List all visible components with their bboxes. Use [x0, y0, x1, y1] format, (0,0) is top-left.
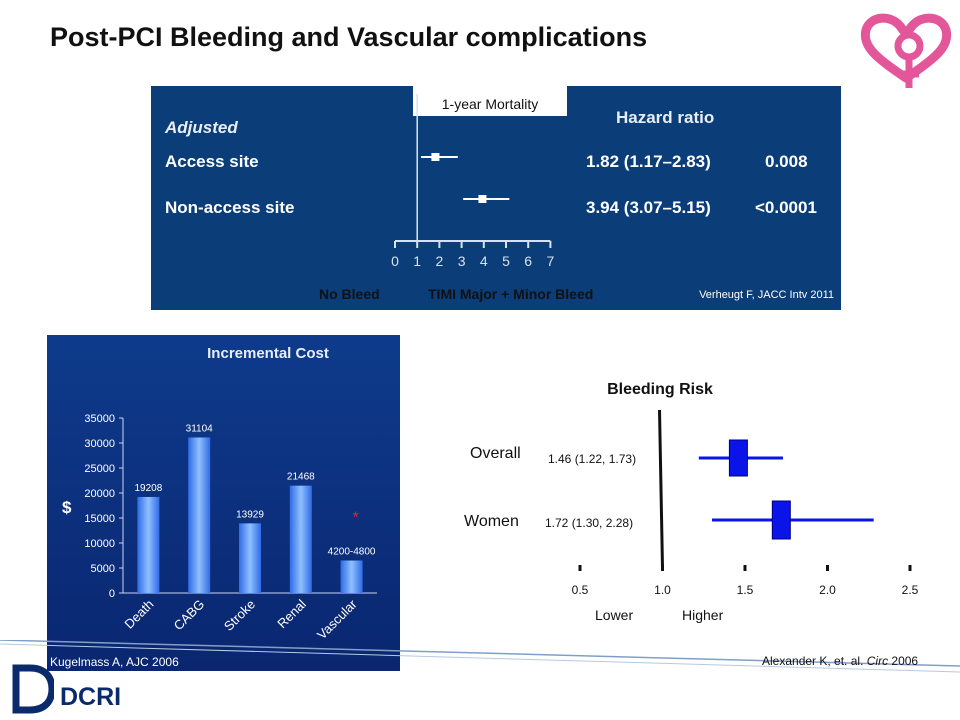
dcri-logo-text: DCRI: [60, 683, 122, 711]
forest2-point-estimate: [728, 439, 748, 477]
forest1-tick-label: 7: [547, 253, 555, 269]
mortality-forest-plot: 1-year Mortality Adjusted Hazard ratio A…: [151, 86, 841, 310]
row-label-access: Access site: [165, 152, 259, 171]
mortality-source: Verheugt F, JACC Intv 2011: [699, 289, 834, 301]
cost-source: Kugelmass A, AJC 2006: [50, 655, 179, 669]
source-journal: Circ: [866, 654, 889, 668]
p-value-nonaccess: <0.0001: [755, 198, 817, 217]
forest2-tick-mark: [743, 565, 747, 571]
forest2-tick-mark: [578, 565, 582, 571]
forest1-tick-label: 1: [413, 253, 421, 269]
bleeding-risk-panel: Bleeding Risk Overall Women 1.46 (1.22, …: [440, 368, 950, 638]
forest2-point-estimate: [771, 500, 791, 540]
overall-label: Overall: [470, 445, 521, 462]
women-ci-text: 1.72 (1.30, 2.28): [545, 516, 633, 530]
mortality-annotation: 1-year Mortality: [442, 96, 538, 112]
adjusted-header: Adjusted: [164, 118, 238, 137]
cost-bar: [289, 485, 312, 593]
cost-bar: [340, 560, 363, 593]
forest1-point-estimate: [431, 153, 440, 161]
forest2-tick-label: 2.5: [902, 583, 919, 597]
forest2-tick-label: 0.5: [572, 583, 589, 597]
incremental-cost-chart: Incremental Cost $ 0 5000 10000 15000 20000 2…: [47, 335, 400, 671]
forest2-tick-label: 1.0: [654, 583, 671, 597]
cost-bar-value-label: 13929: [236, 509, 264, 520]
cost-y-tick-label: 10000: [84, 538, 115, 550]
forest2-tick-mark: [908, 565, 912, 571]
cost-bar: [188, 437, 211, 593]
cost-y-tick-label: 5000: [91, 563, 115, 575]
bleeding-risk-title: Bleeding Risk: [607, 381, 713, 398]
overall-ci-text: 1.46 (1.22, 1.73): [548, 452, 636, 466]
cost-y-tick-label: 25000: [84, 463, 115, 475]
bleeding-risk-plot: Bleeding Risk Overall Women 1.46 (1.22, …: [464, 381, 919, 623]
hr-text-access: 1.82 (1.17–2.83): [586, 152, 711, 171]
bleeding-risk-source: Alexander K, et. al. Circ 2006: [762, 654, 918, 668]
higher-label: Higher: [682, 607, 724, 623]
forest1-tick-label: 4: [480, 253, 488, 269]
forest1-point-estimate: [478, 195, 487, 203]
forest1-tick-label: 3: [458, 253, 466, 269]
forest2-tick-label: 2.0: [819, 583, 836, 597]
bleed-label: TIMI Major + Minor Bleed: [428, 286, 593, 302]
forest2-reference-line: [658, 409, 664, 569]
source-year: 2006: [888, 654, 919, 668]
forest1-tick-label: 2: [436, 253, 444, 269]
incremental-cost-panel: Incremental Cost $ 0 5000 10000 15000 20000 2…: [47, 335, 400, 671]
hazard-ratio-header: Hazard ratio: [616, 108, 714, 127]
cost-y-tick-label: 30000: [84, 438, 115, 450]
cost-bar-value-label: 31104: [186, 423, 214, 434]
cost-y-tick-label: 0: [109, 588, 115, 600]
source-main: Alexander K, et. al.: [762, 654, 867, 668]
p-value-access: 0.008: [765, 152, 808, 171]
no-bleed-label: No Bleed: [319, 286, 380, 302]
row-label-nonaccess: Non-access site: [165, 198, 294, 217]
cost-y-tick-label: 15000: [84, 513, 115, 525]
women-label: Women: [464, 513, 519, 530]
cost-bar-value-label: 4200-4800: [328, 547, 376, 558]
cost-bar-value-label: 19208: [134, 483, 162, 494]
forest2-tick-mark: [826, 565, 829, 571]
cost-bar: [239, 523, 261, 593]
lower-label: Lower: [595, 607, 633, 623]
forest1-tick-label: 6: [524, 253, 532, 269]
mortality-forest-panel: 1-year Mortality Adjusted Hazard ratio A…: [151, 86, 841, 310]
cost-y-tick-label: 35000: [84, 413, 115, 425]
forest2-tick-label: 1.5: [737, 583, 754, 597]
hr-text-nonaccess: 3.94 (3.07–5.15): [586, 198, 711, 217]
cost-bar: [137, 496, 160, 593]
forest1-tick-label: 5: [502, 253, 510, 269]
footer-graphic: [0, 640, 960, 673]
cost-chart-title: Incremental Cost: [207, 345, 329, 362]
cost-y-tick-label: 20000: [84, 488, 115, 500]
duke-d-icon: [12, 664, 54, 714]
heart-female-logo-icon: [860, 13, 952, 88]
forest1-tick-label: 0: [391, 253, 399, 269]
vascular-marker: *: [352, 510, 358, 527]
slide-title: Post-PCI Bleeding and Vascular complicat…: [50, 22, 648, 52]
cost-bar-value-label: 21468: [287, 472, 315, 483]
cost-y-axis-label: $: [62, 498, 72, 517]
